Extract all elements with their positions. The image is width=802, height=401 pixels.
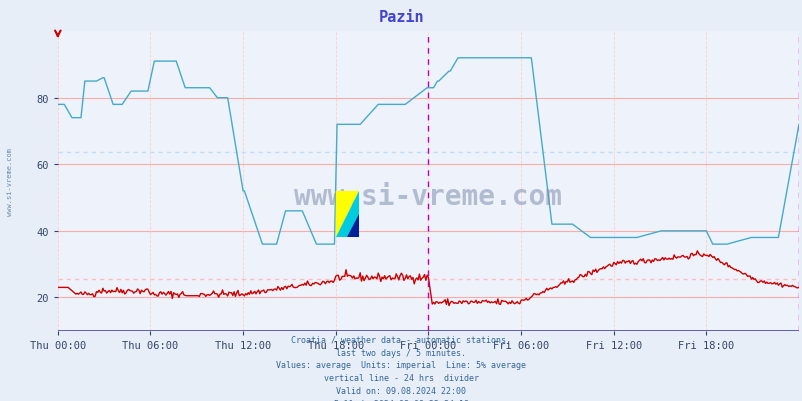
Polygon shape	[335, 191, 358, 238]
Text: Values: average  Units: imperial  Line: 5% average: Values: average Units: imperial Line: 5%…	[276, 360, 526, 369]
Polygon shape	[347, 215, 358, 238]
Text: vertical line - 24 hrs  divider: vertical line - 24 hrs divider	[323, 373, 479, 382]
Polygon shape	[335, 191, 358, 238]
Text: www.si-vreme.com: www.si-vreme.com	[294, 182, 561, 211]
Text: www.si-vreme.com: www.si-vreme.com	[6, 148, 13, 215]
Text: last two days / 5 minutes.: last two days / 5 minutes.	[336, 348, 466, 356]
Text: Polled: 2024-08-09 22:34:19: Polled: 2024-08-09 22:34:19	[334, 399, 468, 401]
Text: Croatia / weather data - automatic stations.: Croatia / weather data - automatic stati…	[291, 335, 511, 344]
Text: Valid on: 09.08.2024 22:00: Valid on: 09.08.2024 22:00	[336, 386, 466, 395]
Text: Pazin: Pazin	[379, 10, 423, 25]
